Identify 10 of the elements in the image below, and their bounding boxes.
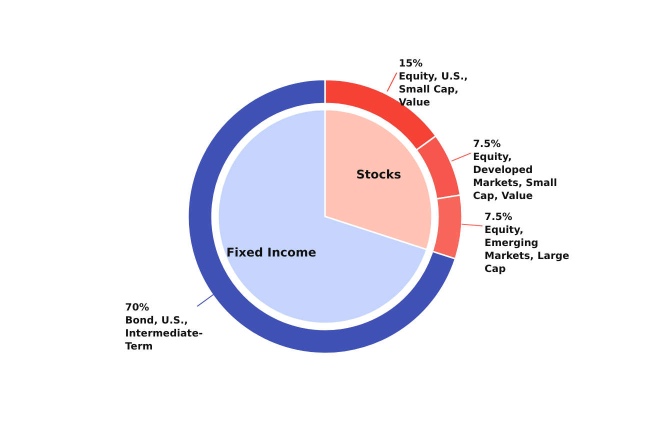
text: Fixed Income: [226, 245, 316, 260]
slice-label: Equity, Developed Markets, Small Cap, Value: [472, 152, 558, 202]
slice-label: Equity, Emerging Markets, Large Cap: [484, 224, 570, 275]
text: Stocks: [356, 168, 402, 182]
data-label: 7.5%: [472, 139, 501, 150]
data-label: 7.5%: [484, 212, 512, 223]
data-label: 70%: [125, 302, 150, 314]
data-label: 15%: [398, 58, 423, 70]
slice-label: Bond, U.S., Intermediate-Term: [125, 315, 203, 352]
slice-label: Equity, U.S., Small Cap, Value: [398, 72, 468, 109]
